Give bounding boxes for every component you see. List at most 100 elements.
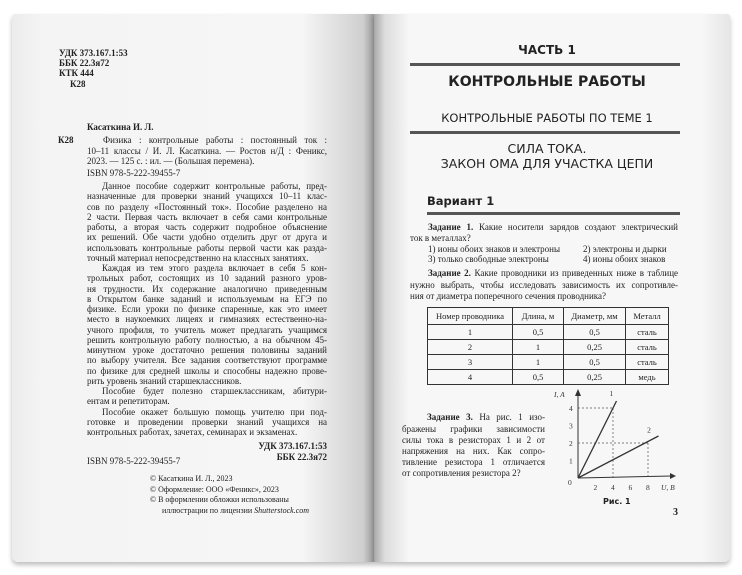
task-3-text: тивление резистора 1 отличается [402, 457, 545, 467]
task-3-text: силы тока в резисторах 1 и 2 от [402, 435, 545, 445]
task-3-text: от сопротивления резистора 2? [402, 468, 521, 478]
ktk-code: КТК 444 [59, 68, 94, 78]
table-header: Диаметр, мм [563, 307, 626, 325]
annotation-line: работы, а вторая часть содержит подробно… [87, 222, 327, 232]
bibliographic-line: Физика : контрольные работы : постоянный… [103, 135, 327, 145]
left-page [12, 14, 374, 562]
right-page [374, 14, 730, 562]
table-cell: 3 [427, 354, 513, 370]
y-tick-label: 4 [569, 404, 573, 413]
task-3-text: напряжения на них. Как сопро- [402, 446, 545, 456]
table-header: Длина, м [512, 307, 564, 325]
task-label: Задание 2. [428, 268, 471, 278]
x-tick-label: 2 [594, 483, 598, 492]
answer-option: 3) только свободные электроны [428, 254, 549, 264]
x-tick-label: 4 [611, 483, 615, 492]
annotation-line: в Открытом банке заданий и используемым … [87, 293, 327, 304]
annotation-line: контрольных работах, зачетах, семинарах … [87, 427, 298, 437]
task-3-text: бражены графики зависимости [402, 424, 545, 434]
isbn: ISBN 978-5-222-39455-7 [87, 168, 181, 178]
table-header: Номер проводника [427, 307, 513, 325]
bbk-code-footer: ББК 22.3я72 [276, 451, 327, 462]
annotation-line: физике. Если уроки по физике спаренные, … [87, 304, 327, 314]
annotation-line: готовке и проведении проверки знаний уча… [87, 416, 327, 427]
table-row: 2 1 0,25 сталь [427, 339, 669, 355]
answer-option: 2) электроны и дырки [583, 244, 667, 254]
line-1-label: 1 [610, 389, 614, 398]
annotation-line: 2 части. Первая часть включает в себя са… [87, 211, 327, 222]
x-axis [577, 475, 673, 479]
figure-1-graph: I, A U, B 0 2 4 6 8 1 2 3 4 1 2 [553, 389, 676, 492]
page-number: 3 [673, 507, 678, 518]
isbn-footer: ISBN 978-5-222-39455-7 [87, 456, 181, 466]
variant-heading: Вариант 1 [427, 194, 495, 208]
annotation-line: точный материал непосредственно на класс… [87, 252, 309, 263]
table-cell: 2 [427, 339, 513, 355]
annotation-line: по физике для средней школы и способны н… [87, 365, 327, 376]
annotation-line: рить уровень знаний старшеклассников. [87, 375, 242, 386]
annotation-line: трольных работ, состоящих из 10 заданий … [87, 273, 327, 284]
table-cell: 1 [512, 339, 564, 355]
annotation-line: по выбору учителя. Все задания соответст… [87, 355, 327, 366]
copyright-line: иллюстрации по лицензии Shutterstock.com [162, 505, 310, 515]
table-cell: 0,25 [563, 369, 626, 385]
part-heading: ЧАСТЬ 1 [518, 43, 576, 57]
annotation-line: ентам и репетиторам. [87, 396, 170, 407]
section-heading: КОНТРОЛЬНЫЕ РАБОТЫ [448, 74, 646, 90]
table-cell: 4 [427, 369, 513, 385]
annotation-line: Данное пособие содержит контрольные рабо… [102, 181, 327, 191]
x-tick-label: 6 [629, 483, 633, 492]
table-header: Металл [625, 307, 669, 325]
resistor-2-line [577, 435, 659, 479]
table-cell: сталь [625, 324, 669, 340]
author-mark-2: К28 [58, 135, 74, 145]
annotation-line: место в наукоемких лицеях и гимназиях ес… [87, 314, 327, 325]
task-2-text: ния от диаметра поперечного сечения пров… [410, 291, 607, 301]
annotation-line: ня трудности. Их содержание аналогично п… [87, 283, 327, 294]
annotation-line: учного профиля, то учитель может предлаг… [87, 324, 327, 335]
copyright-line: © В оформлении обложки использованы [150, 495, 289, 504]
annotation-line: использовать контрольные работы первой ч… [87, 242, 327, 253]
title-line-2: ЗАКОН ОМА ДЛЯ УЧАСТКА ЦЕПИ [440, 156, 654, 171]
line-2-label: 2 [647, 426, 651, 435]
divider [427, 212, 680, 215]
shutterstock-credit: Shutterstock.com [254, 505, 310, 515]
figure-caption: Рис. 1 [603, 497, 631, 506]
x-axis-label: U, B [661, 483, 675, 492]
topic-heading: КОНТРОЛЬНЫЕ РАБОТЫ ПО ТЕМЕ 1 [441, 111, 653, 125]
table-cell: 0,5 [563, 354, 626, 370]
table-row: 4 0,5 0,25 медь [427, 369, 669, 385]
annotation-line: их решений. Обе части удобно отделить др… [87, 232, 327, 243]
bibliographic-line: 2023. — 125 с. : ил. — (Большая перемена… [87, 156, 255, 166]
bibliographic-line: 10–11 классы / И. Л. Касаткина. — Ростов… [87, 145, 327, 156]
table-cell: 1 [512, 354, 564, 370]
bbk-code: ББК 22.3я72 [59, 58, 110, 68]
annotation-line: Пособие окажет большую помощь учителю пр… [102, 406, 327, 417]
table-cell: 0,5 [512, 324, 564, 340]
annotation-line: Каждая из тем этого раздела включает в с… [102, 263, 327, 273]
copyright-line: © Оформление: ООО «Феникс», 2023 [150, 484, 279, 494]
y-axis-label: I, A [553, 390, 565, 399]
answer-option: 4) ионы обоих знаков [583, 254, 666, 264]
udk-code-footer: УДК 373.167.1:53 [258, 441, 327, 451]
udk-code: УДК 373.167.1:53 [59, 48, 128, 58]
task-3-text: Задание 3. На рис. 1 изо- [427, 412, 546, 422]
table-cell: сталь [625, 339, 669, 355]
y-tick-label: 2 [569, 439, 573, 448]
copyright-line: © Касаткина И. Л., 2023 [150, 474, 233, 483]
y-tick-label: 3 [569, 422, 573, 431]
x-tick-label: 8 [646, 483, 650, 492]
title-line-1: СИЛА ТОКА. [507, 141, 587, 156]
task-2-text: Задание 2. Какие проводники из приведенн… [428, 268, 679, 278]
task-1-text: ток в металлах? [410, 233, 471, 243]
task-2-text: нужно выбрать, чтобы исследовать зависим… [410, 280, 678, 290]
x-axis-arrow [670, 473, 676, 479]
annotation-line: минутном уроке достаточно решения полови… [87, 345, 327, 355]
annotation-line: назначенные для проверки знаний учащихся… [87, 191, 327, 202]
table-cell: 1 [427, 324, 513, 340]
origin-label: 0 [568, 478, 572, 487]
table-cell: 0,25 [563, 339, 626, 355]
annotation-line: сов по разделу «Постоянный ток». Пособие… [87, 201, 327, 212]
answer-option: 1) ионы обоих знаков и электроны [428, 244, 561, 254]
y-tick-label: 1 [569, 457, 573, 466]
